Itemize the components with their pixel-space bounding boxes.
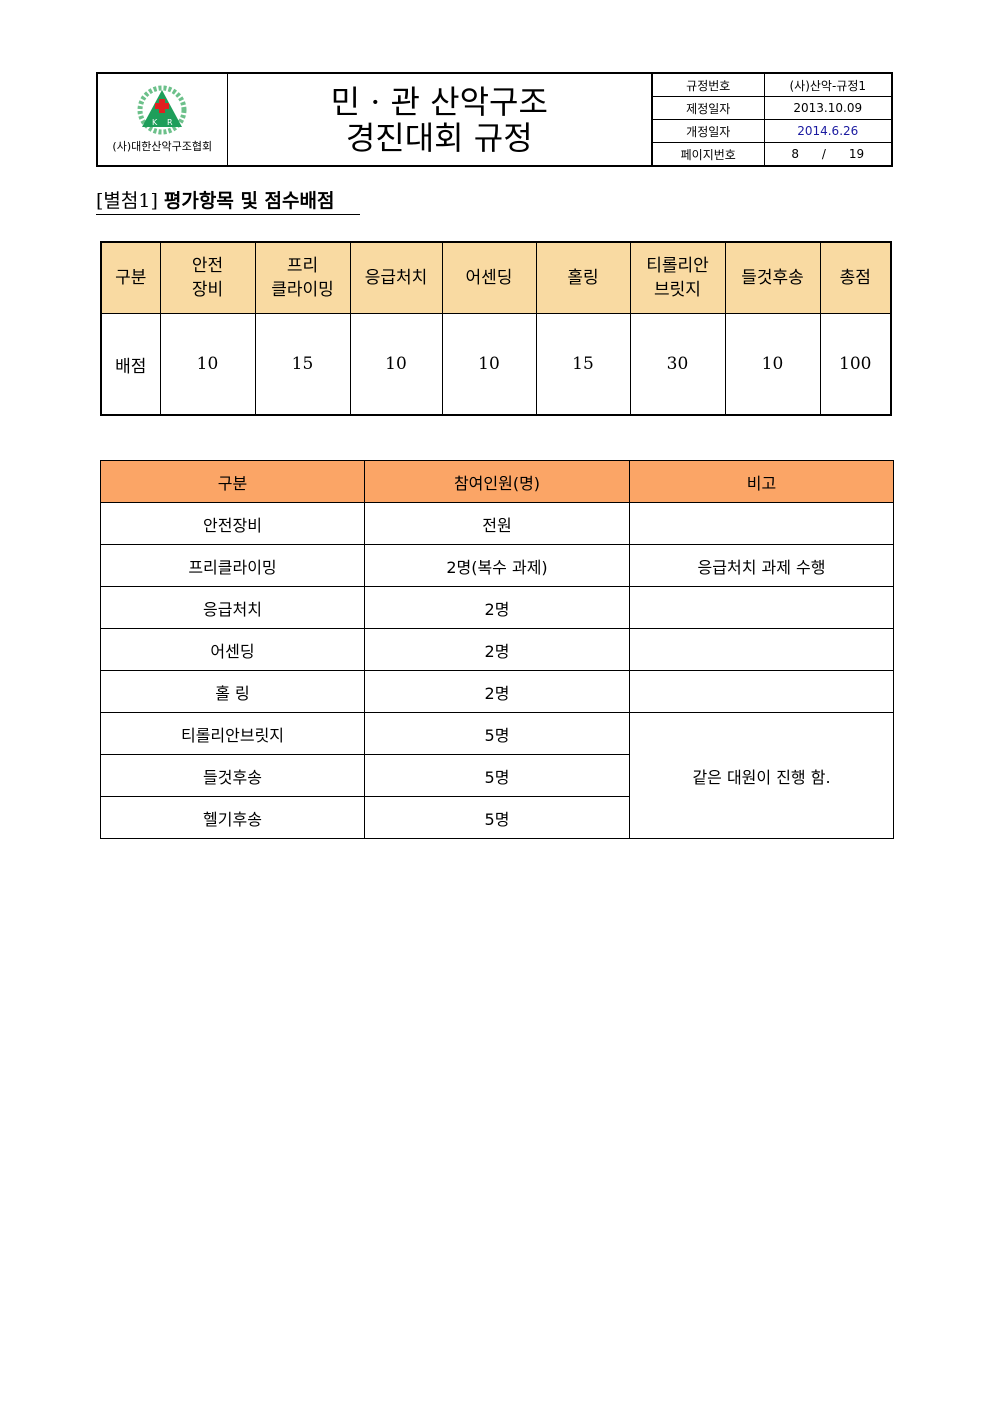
- cell-note: [629, 586, 894, 629]
- cell-item: 응급처치: [100, 586, 365, 629]
- cell-note: [629, 670, 894, 713]
- column-header: 프리 클라이밍: [254, 241, 351, 314]
- cell-item: 안전장비: [100, 502, 365, 545]
- column-header: 홀링: [535, 241, 631, 314]
- title-line-1: 민 · 관 산악구조: [330, 82, 548, 121]
- meta-value: 2014.6.26: [763, 119, 893, 143]
- cell-count: 2명: [364, 670, 630, 713]
- column-header: 구분: [100, 460, 365, 503]
- meta-value: 2013.10.09: [763, 96, 893, 120]
- cell-count: 2명(복수 과제): [364, 544, 630, 587]
- title-line-2: 경진대회 규정: [345, 118, 533, 157]
- score-table: 구분 안전 장비 프리 클라이밍 응급처치 어센딩 홀링 티롤리안 브릿지 들것후송 총점 배점…: [100, 241, 892, 416]
- score-value: 100: [819, 313, 892, 416]
- column-header: 응급처치: [349, 241, 443, 314]
- column-header: 어센딩: [441, 241, 537, 314]
- cell-note: 같은 대원이 진행 함.: [629, 712, 894, 839]
- meta-value: 8 / 19: [763, 142, 893, 167]
- score-value: 15: [535, 313, 631, 416]
- row-header: 구분: [100, 241, 161, 314]
- cell-count: 2명: [364, 628, 630, 671]
- score-value: 10: [349, 313, 443, 416]
- cell-item: 헬기후송: [100, 796, 365, 839]
- svg-text:K: K: [152, 118, 158, 127]
- cell-note: [629, 502, 894, 545]
- cell-item: 들것후송: [100, 754, 365, 797]
- table-row: 들것후송 5명: [100, 754, 894, 797]
- cell-item: 어센딩: [100, 628, 365, 671]
- cell-note: [629, 628, 894, 671]
- meta-label: 개정일자: [651, 119, 765, 143]
- document-title: 민 · 관 산악구조 경진대회 규정: [226, 72, 653, 167]
- cell-item: 홀 링: [100, 670, 365, 713]
- cell-count: 전원: [364, 502, 630, 545]
- table-row: 안전장비 전원: [100, 502, 894, 545]
- score-value: 10: [159, 313, 256, 416]
- table-row: 응급처치 2명: [100, 586, 894, 629]
- org-name: (사)대한산악구조협회: [112, 140, 213, 153]
- cell-item: 티롤리안브릿지: [100, 712, 365, 755]
- cell-count: 5명: [364, 754, 630, 797]
- cell-count: 5명: [364, 712, 630, 755]
- meta-label: 규정번호: [651, 72, 765, 97]
- table-row: 프리클라이밍 2명(복수 과제) 응급처치 과제 수행: [100, 544, 894, 587]
- score-value: 15: [254, 313, 351, 416]
- table-row: 홀 링 2명: [100, 670, 894, 713]
- column-header: 들것후송: [724, 241, 821, 314]
- table-row: 티롤리안브릿지 5명 같은 대원이 진행 함.: [100, 712, 894, 839]
- cell-count: 2명: [364, 586, 630, 629]
- column-header: 총점: [819, 241, 892, 314]
- participants-table: 구분 참여인원(명) 비고 안전장비 전원 프리클라이밍 2명(복수 과제) 응급처치 …: [100, 460, 894, 839]
- column-header: 티롤리안 브릿지: [629, 241, 726, 314]
- score-value: 10: [441, 313, 537, 416]
- meta-label: 페이지번호: [651, 142, 765, 167]
- column-header: 참여인원(명): [364, 460, 630, 503]
- table-row: 헬기후송 5명: [100, 796, 894, 839]
- cell-note: 응급처치 과제 수행: [629, 544, 894, 587]
- column-header: 비고: [629, 460, 894, 503]
- section-title: 평가항목 및 점수배점: [163, 190, 335, 212]
- svg-text:R: R: [167, 118, 173, 127]
- meta-label: 제정일자: [651, 96, 765, 120]
- section-heading: [별첨1] 평가항목 및 점수배점: [96, 188, 361, 215]
- score-value: 30: [629, 313, 726, 416]
- column-header: 안전 장비: [159, 241, 256, 314]
- table-row: 어센딩 2명: [100, 628, 894, 671]
- cell-item: 프리클라이밍: [100, 544, 365, 587]
- meta-value: (사)산악-규정1: [763, 72, 893, 97]
- cell-count: 5명: [364, 796, 630, 839]
- score-value: 10: [724, 313, 821, 416]
- section-prefix: [별첨1]: [96, 190, 158, 212]
- row-label: 배점: [100, 313, 161, 416]
